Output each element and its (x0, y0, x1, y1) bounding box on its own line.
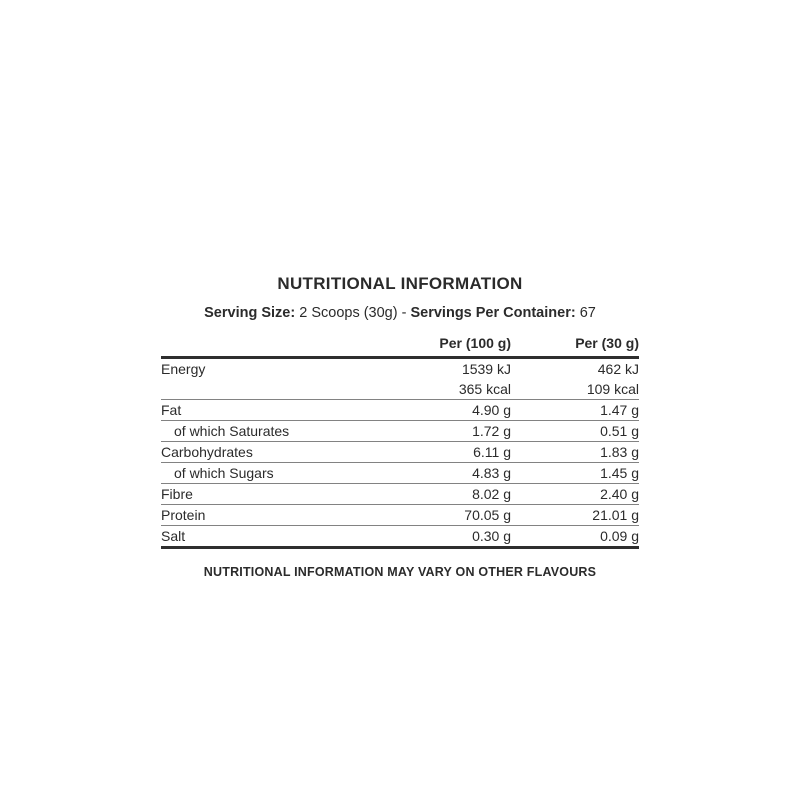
per-100g-value: 8.02 g (371, 483, 511, 505)
per-30g-value: 1.83 g (511, 441, 639, 463)
per-30g-value: 2.40 g (511, 483, 639, 505)
table-row: Fibre 8.02 g 2.40 g (161, 483, 639, 505)
per-30g-value: 109 kcal (511, 379, 639, 400)
serving-info-line: Serving Size: 2 Scoops (30g) - Servings … (161, 305, 639, 321)
servings-per-container-label: Servings Per Container: (410, 305, 576, 321)
nutrient-label: Fibre (161, 483, 371, 505)
nutrition-table: Per (100 g) Per (30 g) Energy 1539 kJ 46… (161, 335, 639, 549)
table-row: 365 kcal 109 kcal (161, 379, 639, 400)
per-30g-value: 1.45 g (511, 462, 639, 484)
table-row: Fat 4.90 g 1.47 g (161, 399, 639, 421)
table-row: Carbohydrates 6.11 g 1.83 g (161, 441, 639, 463)
per-100g-value: 1.72 g (371, 420, 511, 442)
per-100g-value: 70.05 g (371, 504, 511, 526)
per-30g-value: 0.09 g (511, 525, 639, 549)
nutrient-label (161, 379, 371, 400)
per-100g-value: 6.11 g (371, 441, 511, 463)
serving-size-label: Serving Size: (204, 305, 296, 321)
nutrient-label: of which Saturates (161, 420, 371, 442)
header-per-30g-column: Per (30 g) (511, 335, 639, 359)
per-30g-value: 1.47 g (511, 399, 639, 421)
nutrient-label: Protein (161, 504, 371, 526)
panel-title: NUTRITIONAL INFORMATION (277, 274, 523, 293)
per-100g-value: 0.30 g (371, 525, 511, 549)
table-row: of which Sugars 4.83 g 1.45 g (161, 462, 639, 484)
header-nutrient-column (161, 335, 371, 359)
disclaimer-text: NUTRITIONAL INFORMATION MAY VARY ON OTHE… (203, 565, 597, 579)
nutrient-label: Carbohydrates (161, 441, 371, 463)
per-30g-value: 21.01 g (511, 504, 639, 526)
table-row: Protein 70.05 g 21.01 g (161, 504, 639, 526)
nutrient-label: of which Sugars (161, 462, 371, 484)
serving-separator: - (401, 305, 407, 321)
servings-per-container-value: 67 (579, 305, 596, 321)
table-row: of which Saturates 1.72 g 0.51 g (161, 420, 639, 442)
per-30g-value: 462 kJ (597, 361, 639, 377)
nutrient-label: Salt (161, 525, 371, 549)
table-row: Salt 0.30 g 0.09 g (161, 525, 639, 549)
per-30g-value: 0.51 g (511, 420, 639, 442)
nutrition-table-header: Per (100 g) Per (30 g) (161, 335, 639, 359)
header-row: Per (100 g) Per (30 g) (161, 335, 639, 359)
per-100g-value: 365 kcal (371, 379, 511, 400)
table-row: Energy 1539 kJ 462 kJ (161, 358, 639, 380)
nutrition-table-body: Energy 1539 kJ 462 kJ 365 kcal 109 kcal … (161, 358, 639, 549)
header-per-100g-column: Per (100 g) (371, 335, 511, 359)
per-100g-value: 4.83 g (371, 462, 511, 484)
nutrient-label: Fat (161, 399, 371, 421)
nutrient-label: Energy (161, 361, 206, 377)
per-100g-value: 1539 kJ (461, 361, 511, 377)
serving-size-value: 2 Scoops (30g) (299, 305, 398, 321)
nutrition-panel: NUTRITIONAL INFORMATION Serving Size: 2 … (161, 0, 639, 579)
per-100g-value: 4.90 g (371, 399, 511, 421)
